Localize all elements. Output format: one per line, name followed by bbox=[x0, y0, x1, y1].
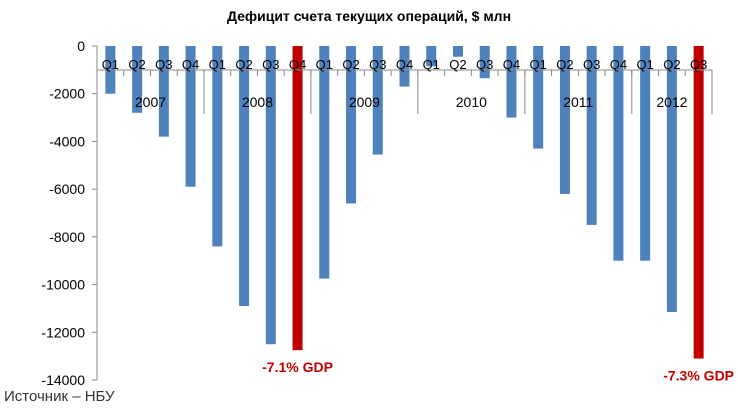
y-tick-label: -12000 bbox=[41, 324, 85, 340]
bar bbox=[239, 46, 250, 307]
year-label: 2011 bbox=[563, 94, 593, 110]
category-label: Q2 bbox=[235, 57, 252, 72]
chart-title: Дефицит счета текущих операций, $ млн bbox=[226, 8, 512, 24]
y-tick-label: -8000 bbox=[49, 229, 85, 245]
gdp-annotation: -7.3% GDP bbox=[663, 368, 734, 384]
bar bbox=[479, 46, 490, 79]
category-label: Q2 bbox=[342, 57, 359, 72]
category-label: Q2 bbox=[556, 57, 573, 72]
bar bbox=[452, 46, 463, 57]
bar bbox=[666, 46, 677, 313]
category-label: Q4 bbox=[610, 57, 627, 72]
category-label: Q3 bbox=[690, 57, 707, 72]
bar bbox=[212, 46, 223, 247]
y-tick-label: -2000 bbox=[49, 86, 85, 102]
y-tick-label: 0 bbox=[77, 38, 85, 54]
bar bbox=[533, 46, 544, 149]
category-label: Q2 bbox=[449, 57, 466, 72]
category-label: Q2 bbox=[128, 57, 145, 72]
bar bbox=[399, 46, 410, 87]
category-label: Q4 bbox=[289, 57, 306, 72]
bar bbox=[372, 46, 383, 155]
category-label: Q1 bbox=[530, 57, 547, 72]
year-label: 2008 bbox=[242, 94, 273, 110]
category-label: Q3 bbox=[155, 57, 172, 72]
year-label: 2012 bbox=[656, 94, 687, 110]
category-label: Q1 bbox=[316, 57, 333, 72]
bar bbox=[559, 46, 570, 194]
category-label: Q4 bbox=[396, 57, 413, 72]
bar bbox=[586, 46, 597, 225]
bar bbox=[426, 46, 437, 67]
bar bbox=[640, 46, 651, 261]
category-label: Q3 bbox=[476, 57, 493, 72]
year-label: 2010 bbox=[456, 94, 487, 110]
year-label: 2009 bbox=[349, 94, 380, 110]
category-label: Q4 bbox=[503, 57, 520, 72]
category-label: Q1 bbox=[636, 57, 653, 72]
y-tick-label: -4000 bbox=[49, 133, 85, 149]
bar bbox=[185, 46, 196, 187]
y-tick-label: -6000 bbox=[49, 181, 85, 197]
bar bbox=[319, 46, 330, 279]
y-tick-label: -14000 bbox=[41, 372, 85, 388]
category-label: Q4 bbox=[182, 57, 199, 72]
category-label: Q1 bbox=[102, 57, 119, 72]
category-label: Q2 bbox=[663, 57, 680, 72]
source-note: Источник – НБУ bbox=[4, 388, 115, 405]
category-label: Q1 bbox=[209, 57, 226, 72]
category-label: Q3 bbox=[369, 57, 386, 72]
bar bbox=[265, 46, 276, 345]
bar bbox=[132, 46, 143, 113]
bar bbox=[346, 46, 357, 204]
highlight-bar bbox=[292, 46, 303, 351]
highlight-bar bbox=[693, 46, 704, 359]
gdp-annotation: -7.1% GDP bbox=[262, 359, 333, 375]
bar bbox=[158, 46, 169, 137]
bar bbox=[506, 46, 517, 118]
category-label: Q3 bbox=[583, 57, 600, 72]
year-label: 2007 bbox=[135, 94, 166, 110]
category-label: Q1 bbox=[423, 57, 440, 72]
bar bbox=[613, 46, 624, 261]
category-label: Q3 bbox=[262, 57, 279, 72]
y-tick-label: -10000 bbox=[41, 277, 85, 293]
